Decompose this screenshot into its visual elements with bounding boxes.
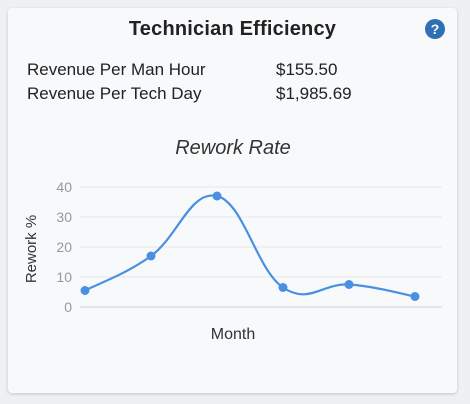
chart-title: Rework Rate (175, 137, 291, 159)
series-line (84, 194, 416, 298)
grid-lines (80, 186, 442, 308)
metric-row-revenue-per-man-hour: Revenue Per Man Hour $155.50 (27, 58, 352, 82)
metric-label: Revenue Per Man Hour (27, 60, 206, 79)
metric-row-revenue-per-tech-day: Revenue Per Tech Day $1,985.69 (27, 82, 352, 106)
data-point[interactable] (410, 292, 420, 301)
y-axis-label: Rework % (23, 215, 40, 283)
metric-value: $1,985.69 (276, 84, 352, 103)
x-axis-label: Month (211, 326, 255, 343)
metric-value: $155.50 (276, 60, 338, 79)
card-title: Technician Efficiency (128, 18, 337, 40)
metric-label: Revenue Per Tech Day (27, 84, 202, 103)
data-points (80, 191, 420, 301)
y-tick-label: 10 (56, 269, 72, 285)
rework-rate-chart-svg: Rework Rate Rework % Month 0 10 20 30 40 (23, 137, 442, 343)
y-tick-labels: 0 10 20 30 40 (56, 179, 72, 315)
y-tick-label: 20 (56, 239, 72, 255)
data-point[interactable] (278, 283, 288, 292)
metrics-list: Revenue Per Man Hour $155.50 Revenue Per … (27, 58, 352, 106)
y-tick-label: 40 (56, 179, 72, 195)
data-point[interactable] (212, 191, 222, 201)
data-point[interactable] (146, 251, 156, 261)
y-tick-label: 30 (56, 209, 72, 225)
data-point[interactable] (344, 280, 354, 289)
rework-rate-chart: Rework Rate Rework % Month 0 10 20 30 40 (8, 8, 457, 393)
y-tick-label: 0 (64, 299, 72, 315)
question-circle-icon[interactable]: ? (425, 19, 445, 39)
technician-efficiency-card: Technician Efficiency ? Revenue Per Man … (8, 8, 457, 393)
data-point[interactable] (80, 286, 90, 295)
